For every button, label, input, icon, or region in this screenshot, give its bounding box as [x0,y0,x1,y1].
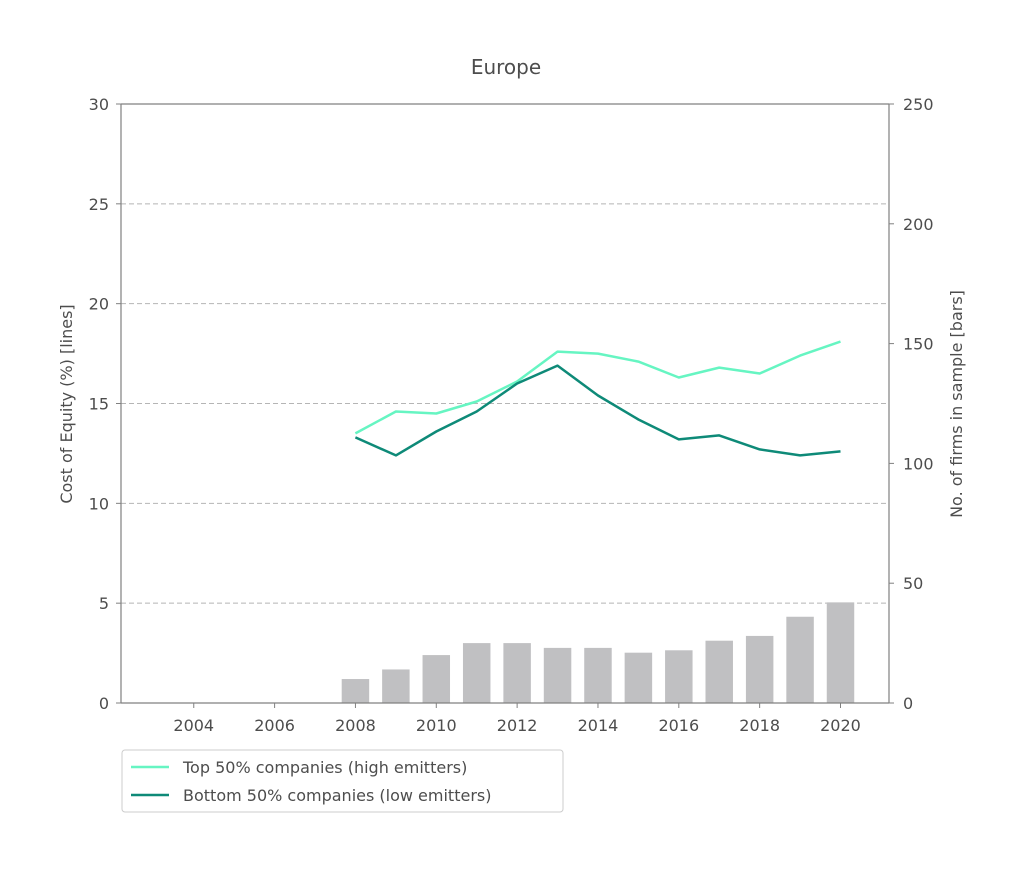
bar-2010 [422,655,451,703]
bar-2019 [786,616,814,703]
y-left-tick-label: 0 [99,694,109,713]
grid-layer [121,203,889,604]
x-tick-label: 2008 [335,716,376,735]
bar-2018 [745,635,774,703]
lines-layer [354,340,841,457]
y-right-tick-label: 100 [903,454,934,473]
y-left-tick-label: 25 [89,195,109,214]
x-tick-label: 2014 [578,716,619,735]
x-tick-label: 2018 [739,716,780,735]
bars-layer [341,602,855,703]
legend: Top 50% companies (high emitters) Bottom… [121,749,564,813]
bar-2009 [382,669,410,703]
ticks-layer: 2004 2006 2008 2010 2012 2014 2016 2018 20200510… [89,95,934,735]
x-tick-label: 2004 [173,716,214,735]
y-right-tick-label: 200 [903,215,934,234]
x-tick-label: 2016 [658,716,699,735]
series-line-1 [354,364,841,457]
bar-2013 [543,647,572,703]
x-tick-label: 2006 [254,716,295,735]
bar-2011 [462,643,491,703]
y-left-tick-label: 15 [89,395,109,414]
y-right-tick-label: 250 [903,95,934,114]
y-right-tick-label: 0 [903,694,913,713]
series-line-0 [354,340,841,435]
y-left-tick-label: 10 [89,494,109,513]
legend-frame [121,749,564,813]
bar-2016 [665,650,693,703]
bar-2017 [705,640,733,703]
legend-label-bottom: Bottom 50% companies (low emitters) [183,786,491,805]
y-right-tick-label: 150 [903,335,934,354]
x-tick-label: 2012 [497,716,538,735]
bar-2008 [341,679,370,703]
y-left-tick-label: 5 [99,594,109,613]
y-left-tick-label: 20 [89,295,109,314]
y-axis-right-label: No. of firms in sample [bars] [947,290,966,518]
y-left-tick-label: 30 [89,95,109,114]
y-right-tick-label: 50 [903,574,923,593]
y-axis-left-label: Cost of Equity (%) [lines] [57,304,76,503]
bar-2014 [584,647,612,703]
bar-2012 [503,643,531,703]
x-tick-label: 2020 [820,716,861,735]
x-tick-label: 2010 [416,716,457,735]
legend-label-top: Top 50% companies (high emitters) [182,758,467,777]
bar-2020 [826,602,855,703]
bar-2015 [624,652,653,703]
chart-title: Europe [471,55,541,79]
